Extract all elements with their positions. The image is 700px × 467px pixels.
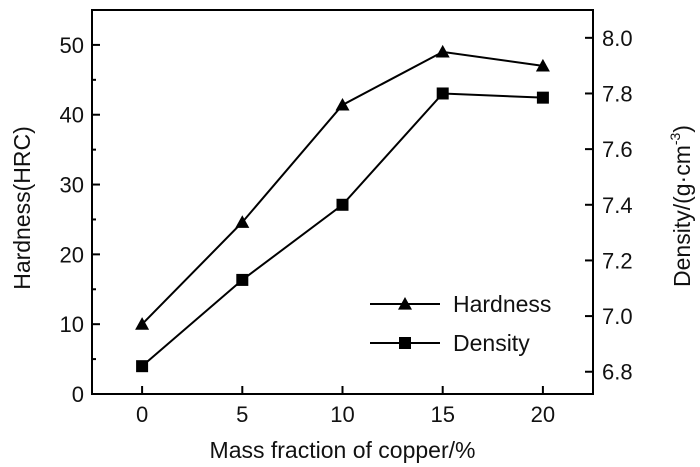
left-y-tick-label: 50 [60,33,84,58]
x-axis-ticks: 0 5 10 15 20 [136,386,555,427]
data-point-hardness [435,44,450,58]
legend-label: Hardness [453,291,551,317]
data-point-hardness [335,97,350,111]
legend-item-hardness: Hardness [370,291,551,317]
data-point-density [436,87,449,100]
right-y-axis-ticks: 6.8 7.0 7.2 7.4 7.6 7.8 8.0 [585,26,633,385]
left-y-tick-label: 30 [60,173,84,198]
left-y-tick-label: 20 [60,242,84,267]
x-tick-label: 20 [531,402,555,427]
series-line-hardness [141,50,544,325]
right-y-tick-label: 8.0 [602,26,633,51]
x-tick-label: 5 [236,402,248,427]
data-point-density [236,273,249,286]
data-point-density [536,91,549,104]
series-line-density [141,92,543,367]
legend-marker [399,337,411,349]
legend-item-density: Density [370,330,530,356]
right-y-tick-label: 7.0 [602,304,633,329]
x-axis-title: Mass fraction of copper/% [210,437,476,463]
data-point-density [336,198,349,211]
x-tick-label: 15 [430,402,454,427]
series-layer [135,44,550,373]
legend-marker [398,297,412,310]
right-y-tick-label: 6.8 [602,360,633,385]
x-tick-label: 0 [136,402,148,427]
data-point-hardness [535,58,550,72]
right-y-axis-title-end: ) [669,125,695,133]
right-y-tick-label: 7.8 [602,81,633,106]
right-y-tick-label: 7.6 [602,137,633,162]
right-y-tick-label: 7.2 [602,248,633,273]
legend: Hardness Density [370,291,551,356]
data-point-hardness [235,215,250,228]
left-y-tick-label: 40 [60,103,84,128]
left-y-axis-title: Hardness(HRC) [9,126,35,290]
legend-label: Density [453,330,530,356]
right-y-axis-title: Density/(g·cm-3) [667,125,695,287]
data-point-hardness [135,317,150,330]
right-y-axis-title-main: Density/(g·cm [669,145,695,287]
series-density [136,87,549,373]
left-y-tick-label: 10 [60,312,84,337]
data-point-density [136,360,149,373]
left-y-tick-label: 0 [72,382,84,407]
x-tick-label: 10 [330,402,354,427]
left-y-axis-ticks: 0 10 20 30 40 50 [60,33,100,407]
right-y-tick-label: 7.4 [602,193,633,218]
right-y-axis-title-superscript: -3 [667,132,683,145]
series-hardness [135,44,550,330]
